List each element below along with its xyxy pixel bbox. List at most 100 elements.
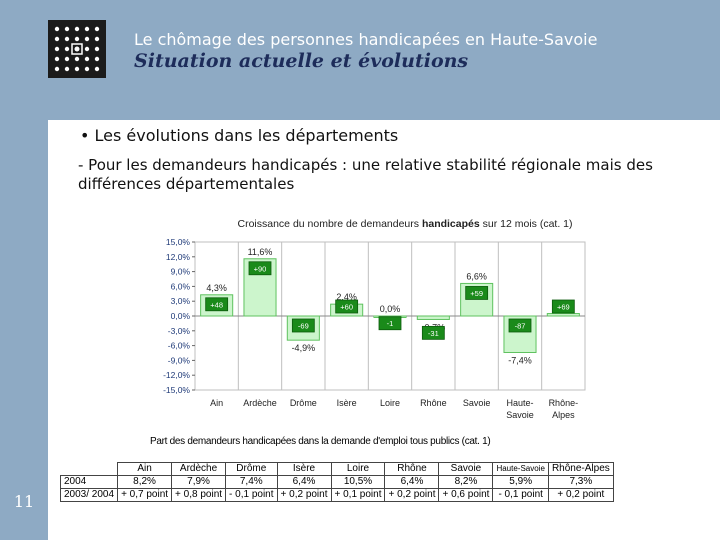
page-title: Situation actuelle et évolutions (134, 50, 469, 72)
logo-dot (54, 26, 60, 32)
table-cell: 7,3% (547, 475, 614, 489)
y-tick-label: 6,0% (171, 281, 191, 291)
section-bullet: • Les évolutions dans les départements (80, 126, 399, 145)
logo-dot (74, 66, 80, 72)
y-tick-label: 15,0% (166, 237, 191, 247)
logo-dot (64, 36, 70, 42)
logo-dot (94, 56, 100, 62)
bar-value-label: 6,6% (466, 271, 487, 281)
logo-dot (74, 56, 80, 62)
count-badge (378, 316, 402, 331)
count-badge-label: +48 (210, 300, 223, 309)
logo-dot (84, 36, 90, 42)
page-number: 11 (13, 492, 35, 511)
table-cell: 6,4% (276, 475, 332, 489)
bar-value-label: -4,9% (292, 343, 316, 353)
y-tick-label: 3,0% (171, 296, 191, 306)
count-badge-label: +59 (470, 289, 483, 298)
bar (546, 313, 580, 317)
logo-dot (84, 46, 90, 52)
col-header: Loire (330, 462, 386, 476)
logo-dot (74, 26, 80, 32)
share-table: Ain Ardèche Drôme Isère Loire Rhône Savo… (59, 462, 614, 502)
logo-dot (74, 36, 80, 42)
table-cell: + 0,7 point (117, 488, 173, 502)
logo-dot (64, 46, 70, 52)
logo-dot (94, 36, 100, 42)
logo-dots-icon (54, 26, 100, 72)
y-tick-label: -6,0% (168, 341, 191, 351)
table-cell: + 0,1 point (330, 488, 386, 502)
count-badge-label: +90 (254, 264, 267, 273)
logo-dot (54, 66, 60, 72)
col-header: Rhône-Alpes (547, 462, 614, 476)
count-badge (465, 286, 489, 300)
row-label: 2003/ 2004 (59, 488, 119, 502)
category-label: Savoie (463, 398, 491, 408)
header-band (0, 0, 720, 120)
logo-dot (54, 56, 60, 62)
y-tick-label: 0,0% (171, 311, 191, 321)
section-subtext: - Pour les demandeurs handicapés : une r… (78, 156, 653, 193)
category-label: Rhône (420, 398, 447, 408)
table-corner (60, 462, 119, 476)
count-badge-label: -31 (428, 329, 439, 338)
table-cell: 5,9% (492, 475, 549, 489)
logo-dot (84, 26, 90, 32)
count-badge (335, 299, 359, 314)
count-badge (551, 299, 575, 314)
category-label: Alpes (552, 410, 575, 420)
logo-dot (74, 46, 80, 52)
logo-dot (94, 46, 100, 52)
table-cell: - 0,1 point (492, 488, 549, 502)
table-cell: 7,4% (225, 475, 278, 489)
y-tick-label: -3,0% (168, 326, 191, 336)
logo-dot (64, 26, 70, 32)
count-badge-label: +69 (557, 303, 570, 312)
count-badge-label: -1 (387, 319, 394, 328)
row-label: 2004 (59, 475, 119, 489)
category-label: Savoie (506, 410, 534, 420)
col-header: Rhône (384, 462, 440, 476)
logo-dot (94, 26, 100, 32)
table-cell: 8,2% (438, 475, 494, 489)
count-badge (508, 318, 532, 333)
bar-value-label: -7,4% (508, 356, 532, 366)
chart-title: Croissance du nombre de demandeurs handi… (238, 218, 573, 230)
col-header: Haute-Savoie (492, 462, 549, 476)
col-header: Savoie (438, 462, 494, 476)
logo-dot (84, 66, 90, 72)
table-cell: 8,2% (117, 475, 173, 489)
y-tick-label: -9,0% (168, 355, 191, 365)
y-tick-label: 9,0% (171, 267, 191, 277)
logo-dot (94, 66, 100, 72)
bar-value-label: 4,3% (206, 283, 227, 293)
category-label: Drôme (290, 398, 317, 408)
category-label: Isère (337, 398, 357, 408)
table-cell: 10,5% (330, 475, 386, 489)
table-title: Part des demandeurs handicapées dans la … (150, 436, 491, 447)
table-cell: 7,9% (171, 475, 227, 489)
category-label: Rhône- (549, 398, 579, 408)
bar-value-label: 11,6% (248, 247, 273, 257)
logo-dot (84, 56, 90, 62)
col-header: Isère (276, 462, 332, 476)
table-header-row: Ain Ardèche Drôme Isère Loire Rhône Savo… (60, 462, 614, 476)
bar-value-label: 0,0% (380, 304, 401, 314)
bar-value-label: 2,4% (336, 292, 357, 302)
table-cell: + 0,2 point (547, 488, 614, 502)
growth-bar-chart: Croissance du nombre de demandeurs handi… (163, 218, 586, 420)
count-badge-label: +60 (340, 303, 353, 312)
count-badge (205, 297, 229, 312)
count-badge-label: -69 (298, 322, 309, 331)
y-tick-label: -12,0% (163, 370, 190, 380)
col-header: Ain (117, 462, 173, 476)
table-row: 2004 8,2% 7,9% 7,4% 6,4% 10,5% 6,4% 8,2%… (59, 475, 614, 489)
table-cell: + 0,2 point (384, 488, 440, 502)
count-badge (421, 325, 445, 340)
bar (416, 315, 450, 320)
table-cell: + 0,2 point (276, 488, 332, 502)
table-row: 2003/ 2004 + 0,7 point + 0,8 point - 0,1… (59, 488, 614, 502)
col-header: Ardèche (171, 462, 227, 476)
col-header: Drôme (225, 462, 278, 476)
